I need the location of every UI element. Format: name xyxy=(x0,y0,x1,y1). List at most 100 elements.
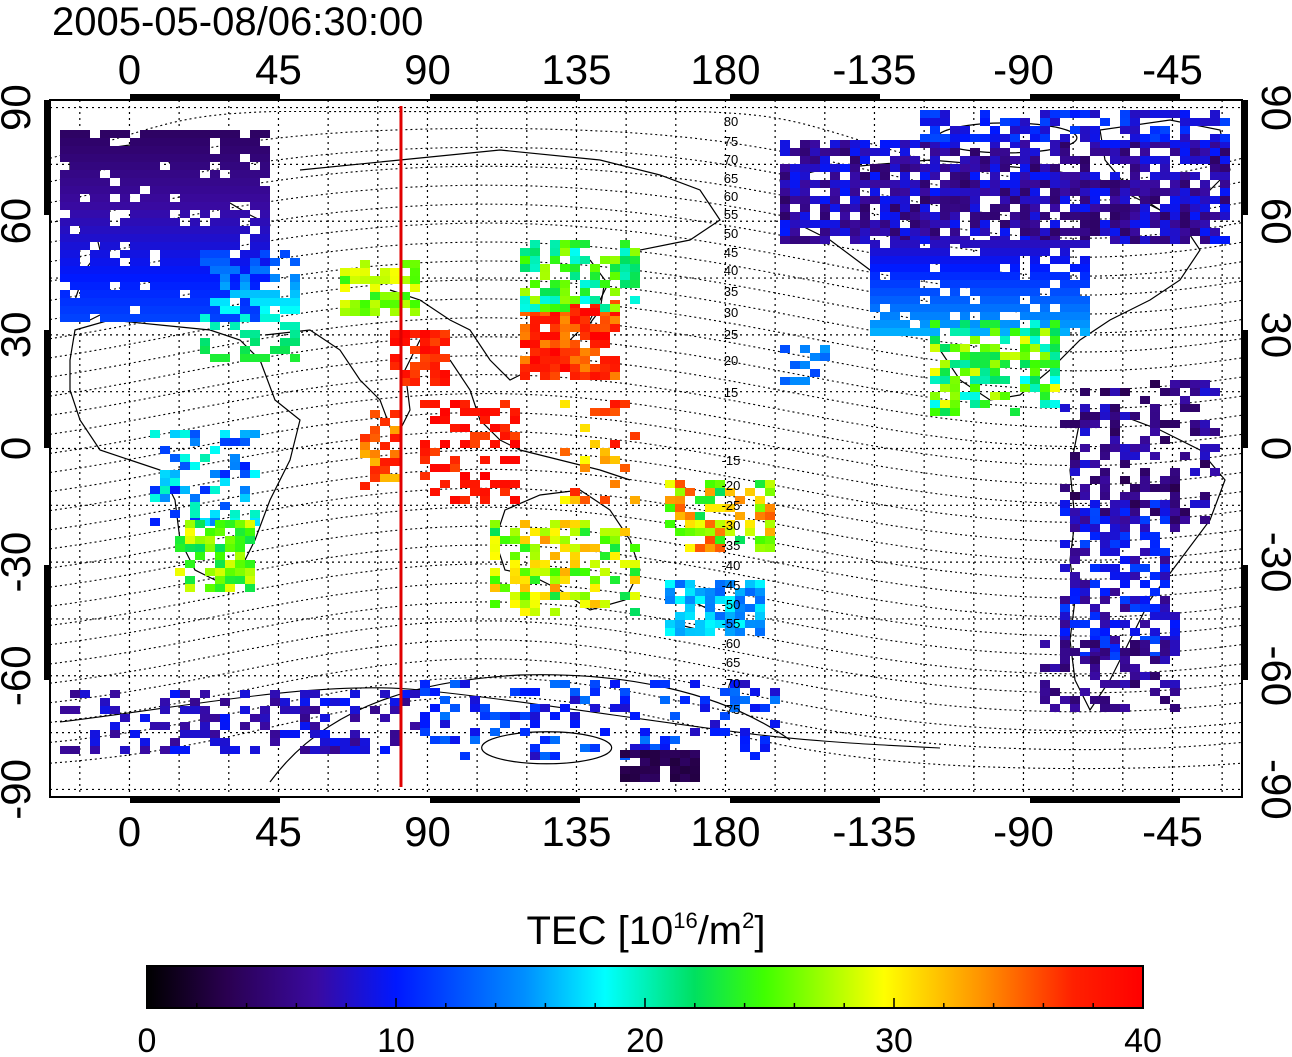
tec-cell xyxy=(1070,204,1080,212)
tec-cell xyxy=(890,180,900,188)
tec-cell xyxy=(1100,412,1110,420)
tec-cell xyxy=(670,758,680,766)
tec-cell xyxy=(550,592,560,600)
tec-cell xyxy=(610,272,620,280)
tec-cell xyxy=(910,272,920,280)
tec-cell xyxy=(60,274,70,282)
tec-cell xyxy=(1180,220,1190,228)
tec-cell xyxy=(150,722,160,730)
tec-cell xyxy=(1030,220,1040,228)
tec-cell xyxy=(360,260,370,268)
tec-cell xyxy=(610,324,620,332)
tec-cell xyxy=(570,488,580,496)
tec-cell xyxy=(60,298,70,306)
tec-cell xyxy=(400,378,410,386)
tec-cell xyxy=(740,728,750,736)
tec-cell xyxy=(260,290,270,298)
tec-cell xyxy=(180,690,190,698)
tec-cell xyxy=(1070,304,1080,312)
tec-cell xyxy=(290,322,300,330)
tec-cell xyxy=(200,690,210,698)
tec-cell xyxy=(1000,148,1010,156)
tec-cell xyxy=(860,228,870,236)
tec-cell xyxy=(600,324,610,332)
tec-cell xyxy=(1090,612,1100,620)
tec-cell xyxy=(160,746,170,754)
tec-cell xyxy=(1090,500,1100,508)
tec-cell xyxy=(880,196,890,204)
tec-cell xyxy=(890,196,900,204)
mlat-label-south: -30 xyxy=(722,518,741,533)
tec-cell xyxy=(90,178,100,186)
tec-cell xyxy=(550,568,560,576)
tec-cell xyxy=(650,758,660,766)
tec-cell xyxy=(910,140,920,148)
tec-cell xyxy=(160,486,170,494)
tec-cell xyxy=(1060,110,1070,118)
tec-cell xyxy=(1190,380,1200,388)
tec-cell xyxy=(540,340,550,348)
tec-cell xyxy=(150,226,160,234)
tec-cell xyxy=(320,746,330,754)
tec-cell xyxy=(1050,220,1060,228)
tec-cell xyxy=(210,282,220,290)
tec-cell xyxy=(80,202,90,210)
tec-cell xyxy=(790,164,800,172)
tec-cell xyxy=(280,250,290,258)
tec-cell xyxy=(930,172,940,180)
tec-cell xyxy=(780,188,790,196)
tec-cell xyxy=(500,584,510,592)
tec-cell xyxy=(725,488,735,496)
tec-cell xyxy=(240,162,250,170)
tec-cell xyxy=(570,552,580,560)
tec-cell xyxy=(755,628,765,636)
tec-cell xyxy=(140,202,150,210)
tec-cell xyxy=(340,276,350,284)
tec-cell xyxy=(950,320,960,328)
tec-cell xyxy=(1130,664,1140,672)
tec-cell xyxy=(340,308,350,316)
tec-cell xyxy=(1050,312,1060,320)
tec-cell xyxy=(620,774,630,782)
tec-cell xyxy=(735,604,745,612)
tec-cell xyxy=(1030,280,1040,288)
tec-cell xyxy=(970,156,980,164)
tec-cell xyxy=(160,698,170,706)
tec-cell xyxy=(910,188,920,196)
tec-cell xyxy=(1160,188,1170,196)
tec-cell xyxy=(560,264,570,272)
tec-cell xyxy=(1140,620,1150,628)
tec-cell xyxy=(880,148,890,156)
tec-cell xyxy=(140,154,150,162)
tec-cell xyxy=(1000,296,1010,304)
tec-cell xyxy=(350,730,360,738)
tec-cell xyxy=(1190,118,1200,126)
tec-cell xyxy=(530,720,540,728)
tec-cell xyxy=(630,592,640,600)
tec-cell xyxy=(600,728,610,736)
tec-cell xyxy=(940,164,950,172)
tec-cell xyxy=(735,588,745,596)
tec-cell xyxy=(1170,388,1180,396)
tec-cell xyxy=(735,628,745,636)
tec-cell xyxy=(260,162,270,170)
tec-cell xyxy=(1060,648,1070,656)
tec-cell xyxy=(220,354,230,362)
tec-cell xyxy=(890,220,900,228)
tec-cell xyxy=(910,264,920,272)
tec-cell xyxy=(620,592,630,600)
tec-cell xyxy=(950,172,960,180)
tec-cell xyxy=(630,544,640,552)
tec-cell xyxy=(600,456,610,464)
tec-cell xyxy=(590,272,600,280)
tec-cell xyxy=(380,442,390,450)
mlat-contour xyxy=(50,487,1242,561)
tec-cell xyxy=(1030,228,1040,236)
tec-cell xyxy=(1100,228,1110,236)
tec-cell xyxy=(510,432,520,440)
tec-cell xyxy=(695,512,705,520)
tec-cell xyxy=(1000,288,1010,296)
tec-cell xyxy=(980,344,990,352)
tec-cell xyxy=(610,576,620,584)
tec-cell xyxy=(1170,516,1180,524)
